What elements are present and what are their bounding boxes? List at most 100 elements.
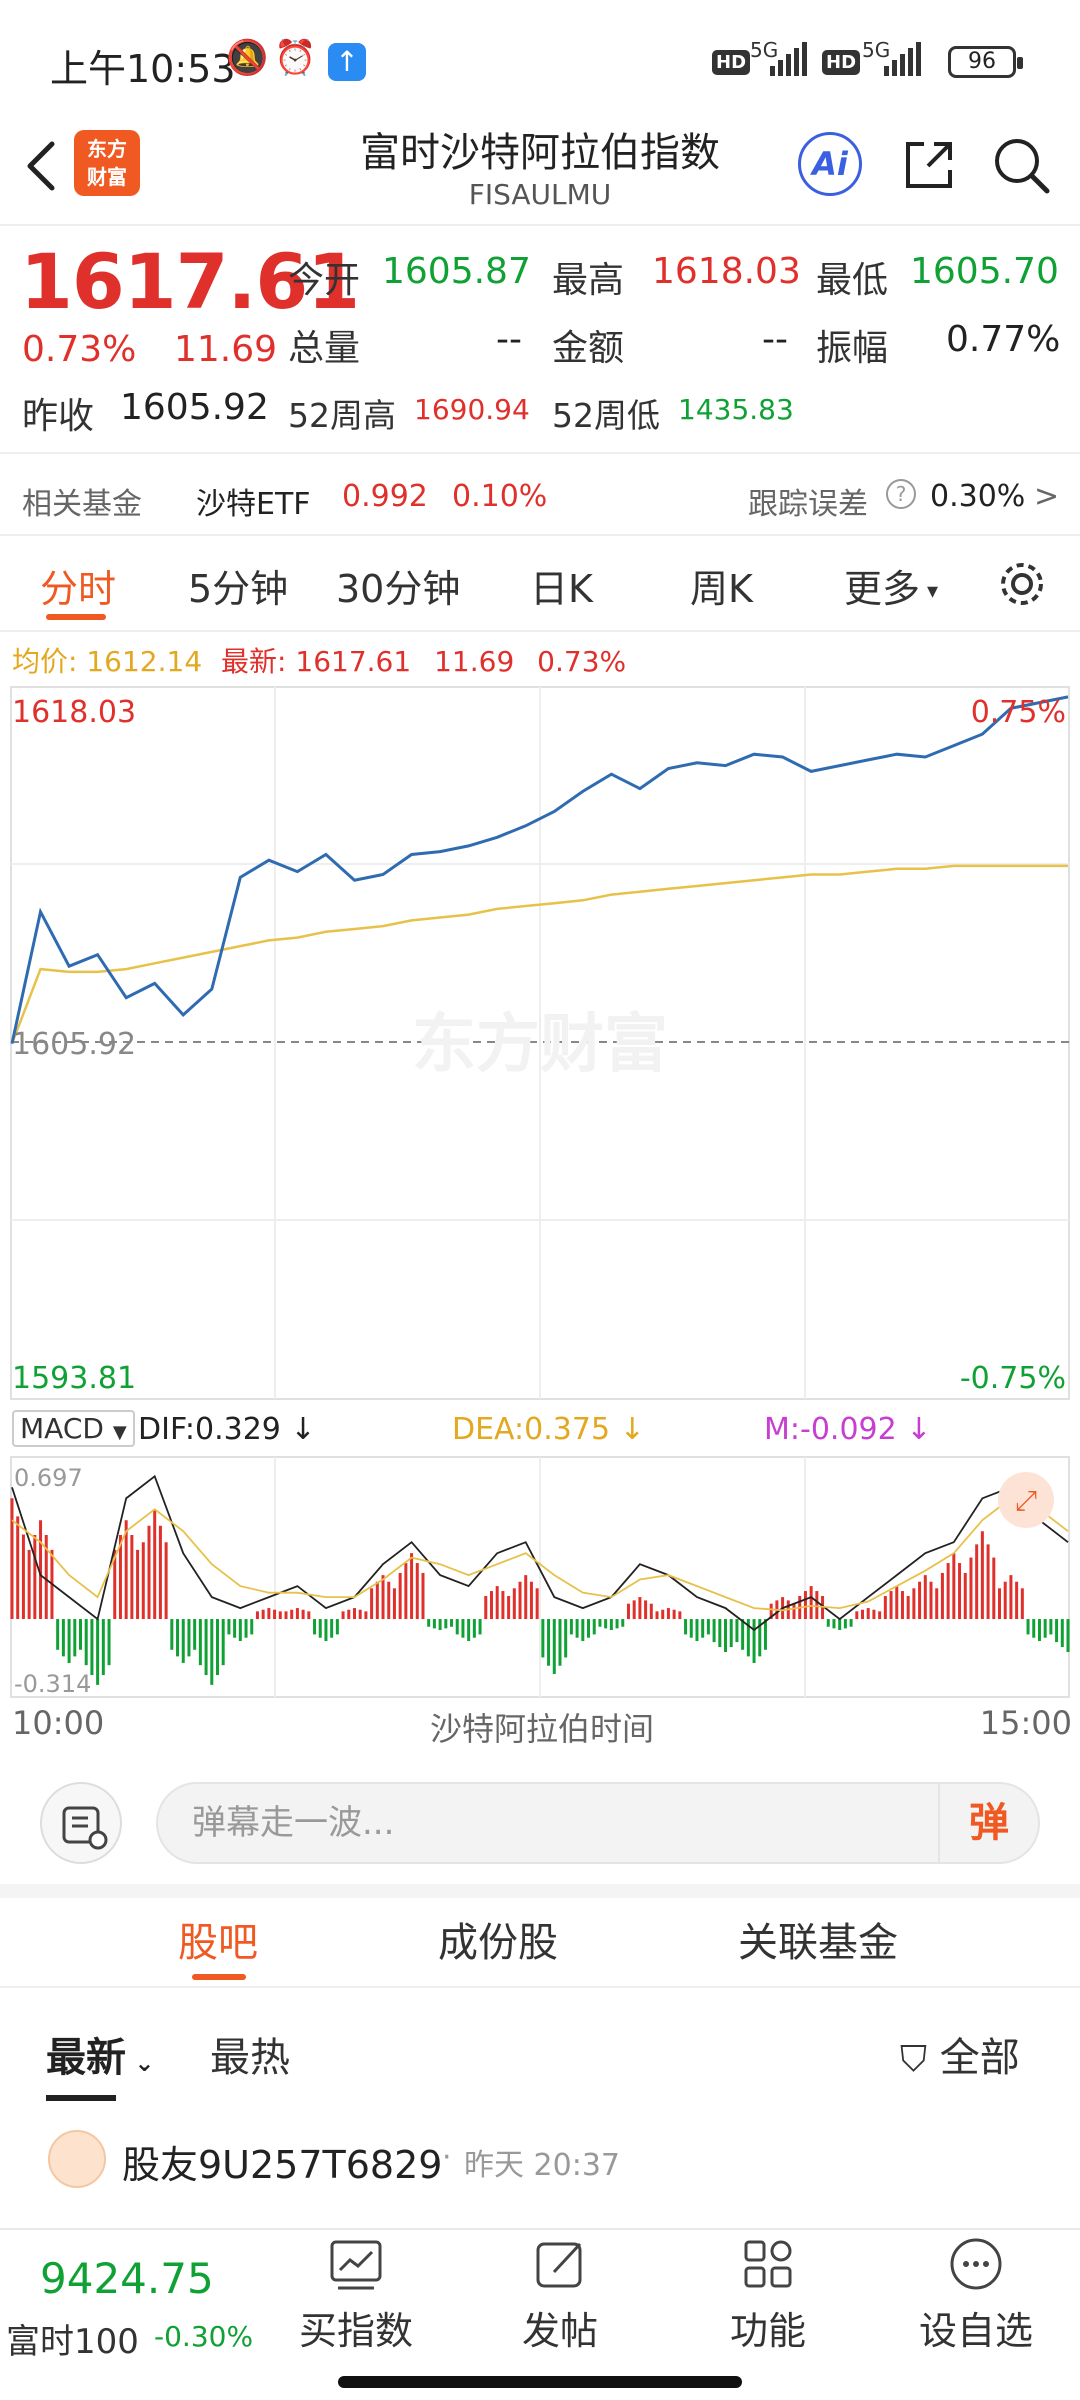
share-icon[interactable] [900,136,958,194]
tracking-label: 跟踪误差 [748,487,868,522]
nav-watch-label: 设自选 [918,2309,1033,2353]
fund-chevron-icon[interactable]: > [1034,479,1060,514]
prev-close-label: 昨收 [22,396,95,437]
macd-dropdown-icon: ▼ [112,1422,127,1443]
fund-name[interactable]: 沙特ETF [196,487,311,522]
post-item[interactable]: 股友9U257T6829 · 昨天 20:37 [0,2120,1080,2230]
fund-percent: 0.10% [452,479,548,514]
more-dots-icon [950,2238,1002,2290]
avatar[interactable] [48,2130,106,2188]
back-icon[interactable] [20,138,60,194]
dea-value: DEA:0.375 [452,1412,611,1447]
section-tab-underline [192,1974,246,1980]
app-notification-icon: ↑ [328,40,366,81]
chart-watermark: 东方财富 [412,1008,668,1082]
avg-price-line [10,864,1068,1045]
base-price-label: 1605.92 [12,1027,136,1062]
macd-dea: DEA:0.375 ↓ [452,1412,645,1447]
tab-more[interactable]: 更多 ▾ [844,558,938,613]
chart-info: 均价: 1612.14 最新: 1617.61 11.69 0.73% [12,640,626,680]
related-fund-row[interactable]: 相关基金 沙特ETF 0.992 0.10% 跟踪误差 ? 0.30% > [0,455,1080,535]
avg-label: 均价: [12,645,78,678]
ai-button[interactable]: Ai [798,132,862,196]
search-icon[interactable] [992,136,1052,196]
home-indicator [338,2376,742,2388]
nav-buy-index[interactable]: 买指数 [286,2236,426,2355]
battery-icon: 96 [948,46,1023,78]
danmaku-placeholder: 弹幕走一波... [192,1803,395,1843]
macd-selector[interactable]: MACD ▼ [12,1410,135,1447]
edit-icon [536,2242,582,2288]
chart-tabs: 分时 5分钟 30分钟 日K 周K 更多 ▾ [0,540,1080,630]
low-label: 最低 [816,260,889,301]
last-label: 最新: [221,645,287,678]
volume-label: 总量 [288,328,361,369]
post-username[interactable]: 股友9U257T6829 [122,2143,443,2187]
fund-label: 相关基金 [22,487,142,522]
high-label: 最高 [552,260,625,301]
filter-button[interactable]: ⛉ 全部 [900,2025,1020,2083]
last-percent: 0.73% [537,645,627,678]
tracking-value: 0.30% [930,479,1026,514]
hd-badge-2: HD [822,50,861,75]
tab-latest[interactable]: 最新 ⌄ [46,2025,154,2083]
price-line [10,695,1069,1044]
high-value: 1618.03 [652,251,801,292]
comment-bar: 弹幕走一波... 弹 [0,1760,1080,1880]
prev-close-value: 1605.92 [120,387,269,428]
tab-intraday[interactable]: 分时 [40,567,117,611]
tab-5min[interactable]: 5分钟 [188,567,289,611]
change-percent: 0.73% [22,329,137,370]
logo-text-1: 东方 [87,137,127,161]
x-end-label: 15:00 [979,1704,1072,1742]
amount-value: -- [762,319,788,360]
open-label: 今开 [288,260,361,301]
w52-high-value: 1690.94 [414,393,530,426]
help-icon[interactable]: ? [886,479,916,509]
tab-related-funds[interactable]: 关联基金 [738,1920,898,1966]
notes-button[interactable] [40,1782,122,1864]
volume-value: -- [496,319,522,360]
feed-tabs: 最新 ⌄ 最热 ⛉ 全部 [0,2005,1080,2115]
bottom-nav: 9424.75 富时100 -0.30% 买指数 发帖 功能 设自选 [0,2228,1080,2400]
tab-constituents[interactable]: 成份股 [438,1920,558,1966]
settings-gear-icon[interactable] [996,558,1048,610]
hd-badge-1: HD [712,50,751,75]
last-change: 11.69 [434,645,515,678]
logo-text-2: 财富 [87,165,127,189]
signal-icon-2 [884,42,921,76]
tab-guba[interactable]: 股吧 [178,1920,258,1966]
dif-line [11,1474,1069,1632]
tab-weekly[interactable]: 周K [690,567,753,611]
top-price-label: 1618.03 [12,695,136,730]
avg-value: 1612.14 [86,645,203,678]
amplitude-label: 振幅 [816,328,889,369]
danmaku-input[interactable]: 弹幕走一波... 弹 [156,1782,1040,1864]
index-value[interactable]: 9424.75 [40,2254,214,2303]
expand-circle [998,1472,1054,1528]
intraday-chart[interactable]: 东方财富 1618.03 0.75% 1605.92 1593.81 -0.75… [10,686,1070,1400]
open-value: 1605.87 [382,251,531,292]
alarm-icon: ⏰ [274,38,317,78]
tab-30min[interactable]: 30分钟 [336,567,461,611]
dif-value: DIF:0.329 [138,1412,281,1447]
nav-buy-label: 买指数 [298,2309,413,2353]
macd-top-label: 0.697 [14,1464,83,1492]
macd-chart[interactable]: 0.697 -0.314 ⤢ [10,1456,1070,1698]
index-name[interactable]: 富时100 [6,2322,139,2362]
nav-post-label: 发帖 [521,2309,598,2353]
nav-add-watchlist[interactable]: 设自选 [906,2236,1046,2355]
tab-more-label: 更多 [844,567,921,611]
fund-price: 0.992 [342,479,428,514]
nav-post[interactable]: 发帖 [490,2236,630,2355]
bottom-price-label: 1593.81 [12,1361,136,1396]
m-value: M:-0.092 [764,1412,897,1447]
tab-hot[interactable]: 最热 [210,2035,290,2081]
tab-daily[interactable]: 日K [530,567,593,611]
nav-functions[interactable]: 功能 [698,2236,838,2355]
status-time: 上午10:53 [50,47,236,91]
danmaku-send-button[interactable]: 弹 [938,1784,1038,1862]
amount-label: 金额 [552,328,625,369]
low-value: 1605.70 [910,251,1059,292]
tab-latest-label: 最新 [46,2035,126,2081]
